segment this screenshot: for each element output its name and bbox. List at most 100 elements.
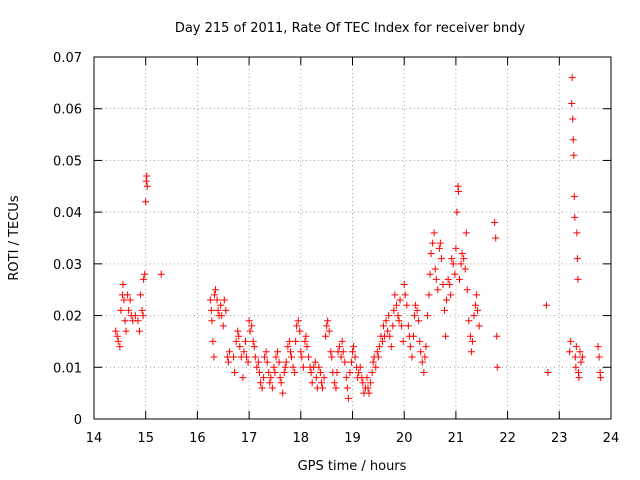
data-point [571,213,579,221]
data-point [456,275,464,283]
data-point [126,296,134,304]
data-point [452,244,460,252]
data-point [307,368,315,376]
data-point [387,343,395,351]
data-point [391,291,399,299]
data-point [475,322,483,330]
data-point [222,306,230,314]
data-point [544,368,552,376]
data-point [472,301,480,309]
data-point [312,374,320,382]
data-point [315,363,323,371]
data-point [134,317,142,325]
data-point [395,317,403,325]
data-point [400,281,408,289]
y-tick-label: 0.04 [53,206,82,221]
data-point [292,337,300,345]
data-point [255,368,263,376]
data-point [351,353,359,361]
data-point [454,187,462,195]
data-point [327,348,335,356]
data-point [239,374,247,382]
data-point [139,312,147,320]
data-point [597,374,605,382]
data-point [140,275,148,283]
data-point [261,353,269,361]
data-point [141,270,149,278]
data-point [276,374,284,382]
x-tick-label: 15 [137,431,154,446]
data-point [220,296,228,304]
axis-ticks [93,56,612,420]
data-point [542,301,550,309]
data-point [426,270,434,278]
data-point [297,348,305,356]
y-tick-label: 0.01 [53,361,82,376]
data-point [219,322,227,330]
data-point [339,348,347,356]
data-point [248,322,256,330]
data-point [465,317,473,325]
data-point [294,317,302,325]
data-point [349,348,356,356]
y-axis-label: ROTI / TECUs [7,195,22,280]
data-point [346,368,354,376]
data-point [243,353,251,361]
data-point [120,296,128,304]
data-point [389,322,397,330]
data-point [444,275,452,283]
data-point [138,306,146,314]
y-tick-labels: 0 0.01 0.02 0.03 0.04 0.05 0.06 0.07 [53,51,82,428]
data-point [567,337,575,345]
data-point [568,74,576,82]
data-point [568,100,576,108]
data-point [137,291,145,299]
data-point [319,384,327,392]
data-point [251,353,259,361]
data-point [378,337,386,345]
data-point [263,358,271,366]
data-point [316,368,324,376]
data-point [468,337,476,345]
data-point [291,368,299,376]
data-point [372,363,380,371]
data-point [337,353,345,361]
data-point [317,379,325,387]
data-point [311,358,319,366]
data-point [404,322,412,330]
data-point [573,255,581,263]
data-point [254,358,262,366]
data-point [302,332,310,340]
data-point [209,337,217,345]
data-point [347,358,355,366]
data-point [401,291,409,299]
x-tick-label: 14 [86,431,103,446]
data-point [427,250,435,258]
data-point [454,182,462,190]
data-point [415,317,423,325]
data-point [240,348,248,356]
data-point [157,270,165,278]
data-point [285,337,293,345]
data-point [420,368,428,376]
data-point [206,296,214,304]
data-point [493,363,501,371]
data-point [250,343,258,351]
data-point [466,332,474,340]
data-point [142,198,150,206]
data-point [330,379,338,387]
data-point [493,332,501,340]
data-point [122,327,130,335]
data-point [113,332,121,340]
data-point [569,136,577,144]
data-point [268,384,276,392]
data-point [131,312,139,320]
data-point [410,332,418,340]
data-point [112,327,120,335]
data-point [282,358,290,366]
data-point [577,358,585,366]
data-point [224,358,232,366]
data-point [463,286,471,294]
data-point [570,193,578,201]
data-point [143,172,151,180]
